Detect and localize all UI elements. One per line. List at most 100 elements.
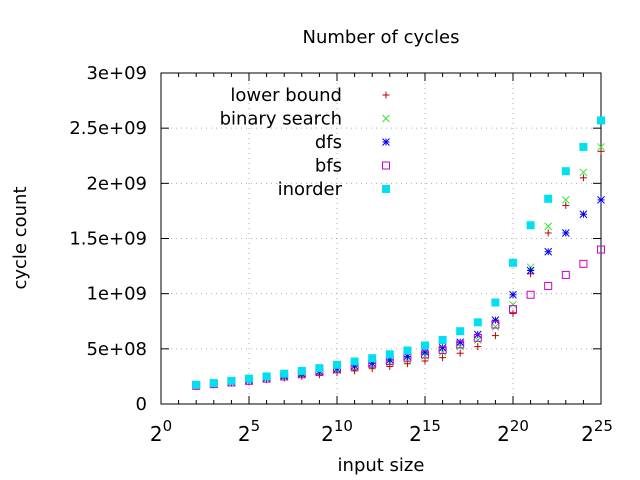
data-point — [526, 266, 535, 275]
legend-label: bfs — [315, 156, 342, 177]
data-point — [421, 357, 429, 365]
x-tick-base: 2 — [409, 422, 422, 446]
x-tick-label: 25 — [238, 417, 260, 446]
series-binary-search — [192, 143, 605, 390]
series-bfs — [192, 245, 605, 390]
data-point — [597, 147, 605, 155]
data-point — [192, 380, 201, 389]
data-point — [544, 194, 553, 203]
legend-marker — [382, 185, 390, 193]
data-point — [526, 221, 535, 230]
y-tick-label: 1.5e+09 — [69, 229, 147, 250]
data-point — [509, 290, 517, 299]
data-point — [456, 349, 464, 357]
data-point — [456, 338, 465, 347]
chart-title: Number of cycles — [303, 27, 460, 48]
series-dfs — [192, 196, 605, 390]
x-tick-base: 2 — [150, 422, 163, 446]
legend-label: lower bound — [230, 85, 342, 106]
data-point — [561, 167, 570, 176]
y-tick-label: 5e+08 — [86, 339, 147, 360]
x-tick-label: 20 — [150, 417, 172, 446]
series-inorder — [192, 116, 605, 389]
data-point — [579, 174, 587, 182]
data-point — [491, 332, 499, 340]
series-lower-bound — [192, 147, 605, 390]
data-point — [456, 340, 465, 349]
y-tick-label: 3e+09 — [86, 63, 147, 84]
data-point — [597, 116, 605, 125]
data-point — [438, 336, 447, 345]
data-point — [491, 298, 500, 307]
data-point — [421, 341, 429, 350]
data-point — [474, 343, 482, 351]
x-tick-base: 2 — [581, 422, 594, 446]
data-point — [403, 346, 412, 355]
data-point — [526, 290, 535, 299]
data-point — [491, 320, 500, 329]
x-tick-exponent: 5 — [251, 417, 261, 435]
data-point — [509, 300, 517, 309]
y-tick-label: 2e+09 — [86, 173, 147, 194]
data-point — [227, 376, 236, 385]
data-point — [509, 310, 517, 318]
data-point — [561, 229, 570, 237]
legend-label: binary search — [220, 109, 342, 130]
y-axis-label: cycle count — [10, 186, 31, 289]
data-point — [209, 379, 218, 388]
data-point — [579, 210, 588, 219]
x-tick-label: 210 — [321, 417, 353, 446]
x-tick-base: 2 — [497, 422, 510, 446]
y-tick-label: 0 — [136, 394, 147, 415]
data-point — [315, 364, 324, 373]
data-point — [509, 305, 517, 314]
data-point — [473, 333, 482, 342]
data-point — [579, 142, 588, 151]
data-point — [491, 322, 500, 331]
data-points — [192, 116, 605, 390]
data-point — [544, 247, 553, 256]
data-point — [473, 318, 482, 327]
x-axis-label: input size — [338, 455, 425, 476]
y-tick-label: 1e+09 — [86, 284, 147, 305]
data-point — [579, 259, 588, 268]
x-tick-label: 225 — [581, 417, 613, 446]
legend-label: dfs — [315, 132, 342, 153]
data-point — [544, 281, 553, 290]
y-tick-label: 2.5e+09 — [69, 118, 147, 139]
legend-marker — [382, 91, 390, 99]
data-point — [456, 327, 465, 336]
x-tick-exponent: 20 — [510, 417, 529, 435]
data-point — [491, 316, 500, 325]
data-point — [421, 350, 429, 359]
data-point — [579, 168, 588, 177]
data-point — [597, 143, 605, 151]
data-point — [421, 348, 429, 356]
legend-label: inorder — [278, 179, 343, 200]
data-point — [544, 222, 553, 231]
data-point — [562, 201, 570, 209]
data-point — [368, 354, 377, 363]
data-point — [509, 258, 517, 267]
x-tick-exponent: 10 — [334, 417, 353, 435]
data-point — [597, 196, 605, 204]
data-point — [438, 343, 447, 352]
legend-marker — [382, 114, 390, 123]
data-point — [561, 270, 570, 279]
data-point — [597, 245, 605, 254]
legend-marker — [382, 138, 390, 146]
data-point — [385, 350, 394, 359]
x-tick-label: 215 — [409, 417, 441, 446]
data-point — [280, 369, 289, 378]
data-point — [350, 357, 359, 366]
x-tick-exponent: 15 — [422, 417, 441, 435]
data-point — [544, 229, 552, 237]
data-point — [473, 336, 482, 344]
x-tick-base: 2 — [238, 422, 251, 446]
data-point — [262, 372, 271, 381]
x-tick-exponent: 25 — [594, 417, 613, 435]
legend-marker — [382, 161, 390, 170]
